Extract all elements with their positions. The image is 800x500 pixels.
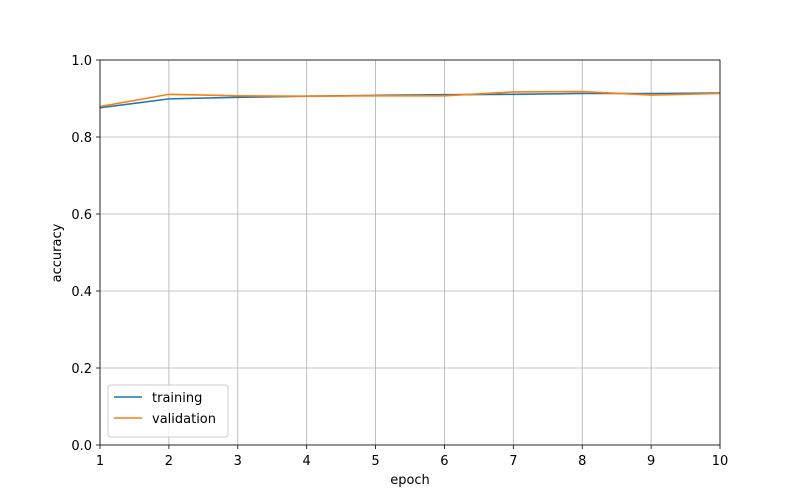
y-tick-label: 0.4 [71,285,92,300]
legend-label: validation [152,412,216,427]
y-tick-label: 0.6 [71,208,92,223]
legend-box [107,384,229,438]
x-tick-label: 2 [165,454,173,469]
y-tick-label: 0.2 [71,362,92,377]
x-tick-label: 1 [96,454,104,469]
x-axis-label: epoch [390,473,430,488]
legend-label: training [152,391,202,406]
x-tick-label: 3 [234,454,242,469]
x-tick-label: 5 [371,454,379,469]
line [99,90,721,108]
x-tick-label: 9 [647,454,655,469]
y-axis-label: accuracy [50,223,65,282]
x-tick-label: 4 [303,454,311,469]
x-tick-label: 7 [509,454,517,469]
x-tick-label: 8 [578,454,586,469]
legend: training validation [107,384,229,438]
x-tick-label: 6 [440,454,448,469]
y-tick-label: 0.0 [71,439,92,454]
y-tick-label: 1.0 [71,54,92,69]
x-tick-label: 10 [712,454,729,469]
y-tick-label: 0.8 [71,131,92,146]
plot-frame [99,59,721,446]
